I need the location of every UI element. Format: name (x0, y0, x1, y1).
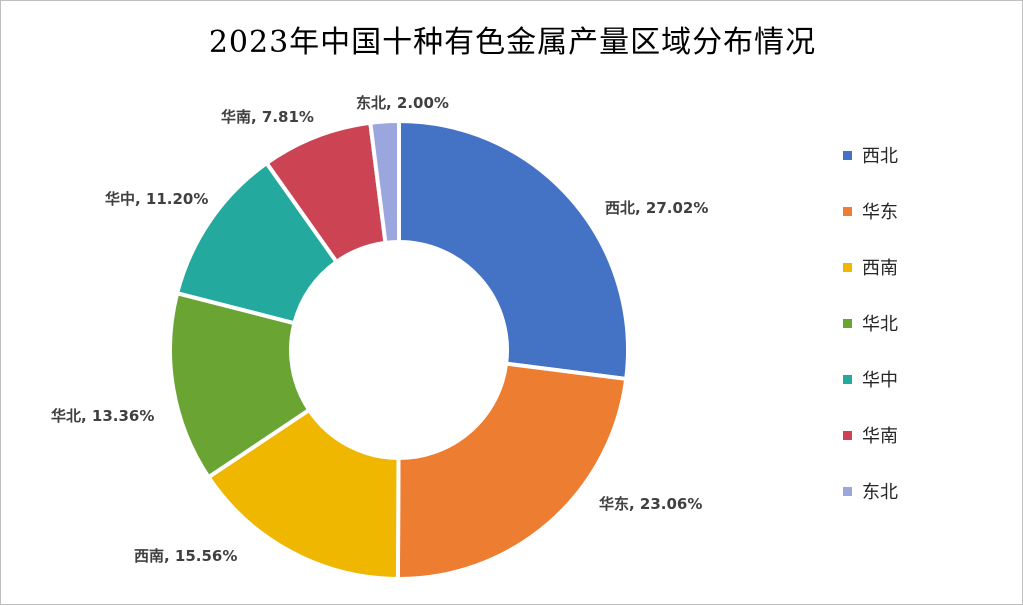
data-label-5: 华南, 7.81% (221, 108, 314, 126)
legend-label-6: 东北 (862, 482, 898, 503)
legend-label-2: 西南 (862, 258, 898, 279)
data-label-2: 西南, 15.56% (134, 547, 237, 565)
legend-item-2: 西南 (843, 239, 898, 295)
legend-swatch-0 (843, 150, 852, 160)
legend-label-0: 西北 (862, 146, 898, 167)
legend-item-4: 华中 (843, 351, 898, 407)
legend-item-6: 东北 (843, 463, 898, 519)
legend-swatch-6 (843, 486, 852, 496)
legend-item-1: 华东 (843, 183, 898, 239)
slice-2 (205, 407, 401, 582)
slice-3 (168, 290, 312, 480)
legend-label-1: 华东 (862, 202, 898, 223)
legend-label-4: 华中 (862, 370, 898, 391)
legend-swatch-3 (843, 318, 852, 328)
legend-label-3: 华北 (862, 314, 898, 335)
legend-swatch-1 (843, 206, 852, 216)
legend-swatch-2 (843, 262, 852, 272)
legend-swatch-4 (843, 374, 852, 384)
legend-item-5: 华南 (843, 407, 898, 463)
legend-item-0: 西北 (843, 127, 898, 183)
legend-item-3: 华北 (843, 295, 898, 351)
data-label-4: 华中, 11.20% (105, 190, 208, 208)
slice-1 (395, 361, 629, 581)
slice-6 (368, 118, 401, 246)
slice-0 (397, 118, 630, 382)
data-label-0: 西北, 27.02% (605, 199, 708, 217)
data-label-1: 华东, 23.06% (599, 495, 702, 513)
legend-swatch-5 (843, 430, 852, 440)
legend: 西北 华东 西南 华北 华中 华南 东北 (843, 127, 898, 519)
legend-label-5: 华南 (862, 426, 898, 447)
data-label-6: 东北, 2.00% (356, 94, 449, 112)
chart-title: 2023年中国十种有色金属产量区域分布情况 (208, 25, 817, 60)
data-label-3: 华北, 13.36% (51, 407, 154, 425)
